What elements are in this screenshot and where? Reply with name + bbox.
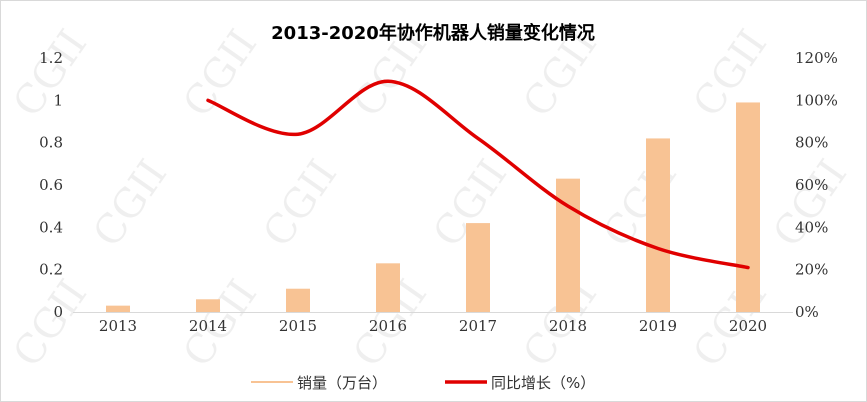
watermark-mark: CGII: [765, 152, 857, 256]
bar-2019: [646, 138, 670, 312]
watermark-mark: CGII: [685, 22, 777, 126]
bar-2017: [466, 223, 490, 312]
watermark-mark: CGII: [255, 152, 347, 256]
left-tick-label: 0.8: [39, 134, 63, 152]
left-tick-label: 0.6: [39, 176, 63, 194]
right-tick-label: 80%: [795, 134, 828, 152]
watermark-mark: CGII: [5, 272, 97, 376]
x-tick-label: 2018: [549, 317, 587, 335]
watermark-mark: CGII: [5, 22, 97, 126]
bar-2020: [736, 102, 760, 312]
bar-series: [106, 102, 760, 312]
bar-2016: [376, 263, 400, 312]
watermark-mark: CGII: [85, 152, 177, 256]
bar-2013: [106, 305, 130, 312]
left-tick-label: 0.4: [39, 218, 63, 236]
left-axis-ticks: 0 0.2 0.4 0.6 0.8 1 1.2: [39, 49, 63, 321]
right-tick-label: 120%: [795, 49, 838, 67]
legend-label-sales: 销量（万台）: [297, 374, 387, 392]
right-axis-ticks: 0% 20% 40% 60% 80% 100% 120%: [795, 49, 838, 321]
right-tick-label: 20%: [795, 261, 828, 279]
x-tick-label: 2014: [189, 317, 227, 335]
right-tick-label: 100%: [795, 91, 838, 109]
x-tick-label: 2016: [369, 317, 407, 335]
watermark-mark: CGII: [595, 152, 687, 256]
right-tick-label: 40%: [795, 218, 828, 236]
x-tick-label: 2020: [729, 317, 767, 335]
chart-title: 2013-2020年协作机器人销量变化情况: [271, 22, 595, 44]
left-tick-label: 1.2: [39, 49, 63, 67]
left-tick-label: 0.2: [39, 261, 63, 279]
x-tick-label: 2015: [279, 317, 317, 335]
right-tick-label: 60%: [795, 176, 828, 194]
x-tick-label: 2019: [639, 317, 677, 335]
bar-2014: [196, 299, 220, 312]
watermark-mark: CGII: [175, 22, 267, 126]
growth-line: [206, 79, 750, 270]
bar-2015: [286, 288, 310, 312]
x-axis-ticks: 2013 2014 2015 2016 2017 2018 2019 2020: [99, 317, 767, 335]
x-tick-label: 2013: [99, 317, 137, 335]
left-tick-label: 1: [53, 91, 63, 109]
legend-label-growth: 同比增长（%）: [491, 374, 595, 392]
left-tick-label: 0: [53, 303, 63, 321]
right-tick-label: 0%: [795, 303, 819, 321]
x-tick-label: 2017: [459, 317, 497, 335]
legend: 销量（万台） 同比增长（%）: [251, 374, 595, 392]
